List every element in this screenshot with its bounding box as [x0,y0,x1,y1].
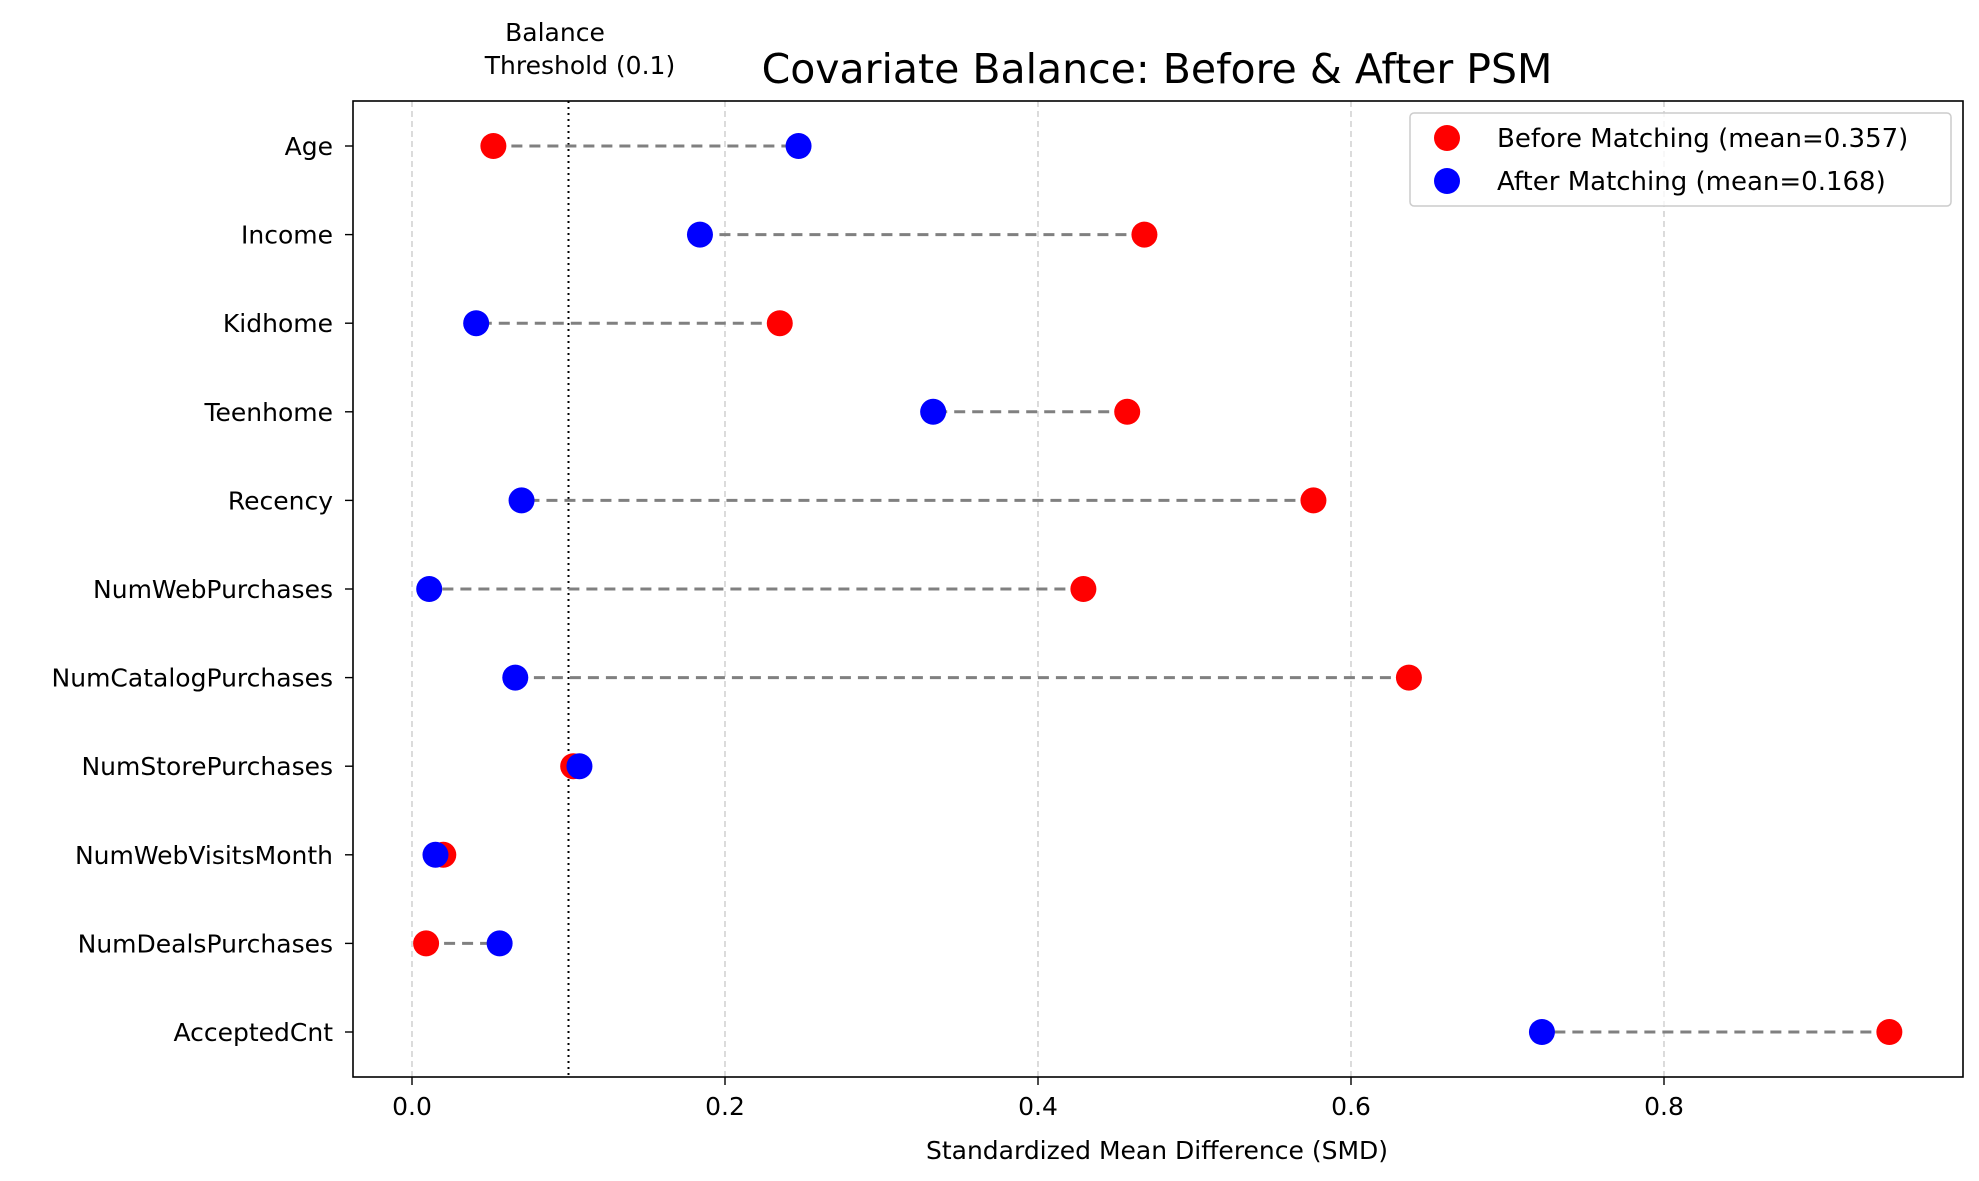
point-before [1114,398,1141,425]
legend: Before Matching (mean=0.357) After Match… [1409,112,1952,207]
point-before [1070,576,1097,602]
y-tick-label: NumWebPurchases [93,575,333,604]
x-axis-ticks: 0.0 0.2 0.4 0.6 0.8 [392,1077,1684,1121]
threshold-label-line2: Threshold (0.1) [484,51,675,80]
point-after [502,664,529,691]
y-tick-label: AcceptedCnt [173,1018,333,1047]
point-before [1395,664,1422,691]
point-after [566,753,593,780]
point-after [422,841,449,868]
y-tick-label: Recency [228,486,333,515]
y-axis-ticks: Age Income Kidhome Teenhome Recency NumWebPur… [52,132,353,1047]
point-before [766,310,793,337]
point-after [785,133,812,159]
x-tick-label: 0.2 [705,1092,745,1121]
point-before [1131,221,1158,248]
y-tick-label: Teenhome [203,398,333,427]
legend-marker-before [1434,125,1460,151]
legend-label-after: After Matching (mean=0.168) [1497,167,1886,197]
chart-title: Covariate Balance: Before & After PSM [762,45,1553,93]
point-before [1876,1019,1903,1045]
legend-label-before: Before Matching (mean=0.357) [1497,124,1908,154]
point-before [1300,487,1327,514]
y-tick-label: Kidhome [223,309,333,338]
legend-box [1409,112,1952,207]
y-tick-label: Age [285,132,333,161]
x-tick-label: 0.6 [1331,1092,1371,1121]
legend-marker-after [1434,168,1460,194]
point-after [1528,1019,1555,1045]
y-tick-label: NumDealsPurchases [78,929,333,958]
x-tick-label: 0.4 [1018,1092,1058,1121]
point-before [480,133,507,159]
y-tick-label: NumStorePurchases [81,752,333,781]
y-tick-label: NumWebVisitsMonth [75,841,333,870]
point-after [508,487,535,514]
point-after [463,310,490,337]
x-axis-title: Standardized Mean Difference (SMD) [926,1136,1388,1165]
point-after [416,576,443,602]
point-after [486,930,513,957]
x-tick-label: 0.8 [1644,1092,1684,1121]
y-tick-label: Income [241,221,333,250]
y-tick-label: NumCatalogPurchases [52,664,333,693]
data-points [413,133,1903,1045]
grid-lines [411,101,1665,1077]
threshold-label-line1: Balance [505,18,605,47]
point-after [920,398,947,425]
x-tick-label: 0.0 [392,1092,432,1121]
point-after [686,221,713,248]
point-before [413,930,440,957]
